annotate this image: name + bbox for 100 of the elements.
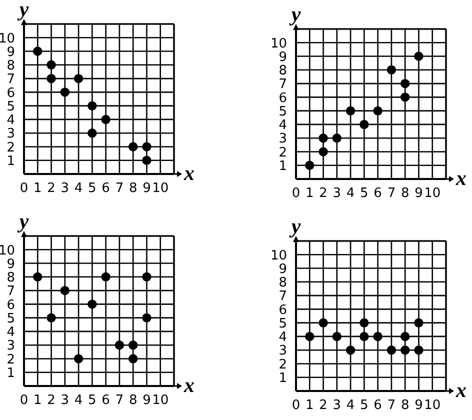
- point: [74, 74, 84, 84]
- y-tick-label: 7: [6, 72, 15, 88]
- x-tick-label: 10: [424, 186, 441, 202]
- y-tick-label: 2: [278, 145, 287, 160]
- y-tick-label: 2: [278, 357, 287, 372]
- y-tick-label: 1: [6, 366, 15, 381]
- x-tick-label: 10: [152, 393, 169, 408]
- y-axis-title: y: [288, 2, 302, 26]
- x-tick-label: 9: [414, 398, 423, 414]
- x-tick-label: 1: [33, 393, 42, 408]
- y-tick-label: 5: [278, 316, 287, 332]
- y-tick-label: 4: [278, 330, 287, 346]
- y-tick-label: 2: [6, 140, 15, 156]
- x-tick-label: 7: [387, 398, 396, 414]
- y-tick-label: 8: [6, 270, 15, 286]
- x-tick-label: 9: [414, 186, 423, 202]
- x-tick-label: 7: [387, 186, 396, 202]
- y-tick-label: 4: [6, 113, 15, 128]
- x-tick-label: 3: [332, 398, 342, 414]
- point: [88, 128, 97, 138]
- point: [400, 92, 410, 102]
- x-tick-label: 6: [374, 186, 382, 202]
- point: [46, 313, 56, 322]
- point: [305, 160, 314, 170]
- x-tick-label: 6: [102, 393, 110, 408]
- x-tick-label: 9: [142, 393, 151, 408]
- x-tick-label: 8: [400, 186, 410, 202]
- y-tick-label: 4: [6, 325, 15, 340]
- point: [60, 286, 70, 296]
- y-tick-label: 6: [278, 90, 287, 106]
- point: [128, 340, 138, 350]
- y-tick-label: 10: [0, 31, 15, 46]
- point: [360, 120, 369, 130]
- point: [128, 354, 138, 364]
- point: [101, 114, 110, 124]
- point: [142, 142, 152, 152]
- x-tick-label: 8: [128, 393, 138, 408]
- point: [414, 318, 424, 328]
- point: [318, 318, 328, 328]
- x-tick-label: 10: [152, 181, 169, 196]
- y-tick-label: 4: [278, 118, 287, 134]
- x-tick-label: 5: [360, 398, 368, 414]
- x-tick-label: 5: [88, 181, 96, 196]
- y-tick-label: 2: [6, 352, 15, 368]
- y-tick-label: 3: [278, 344, 287, 359]
- x-tick-label: 2: [319, 398, 328, 414]
- point: [332, 332, 342, 342]
- x-tick-label: 6: [374, 398, 382, 414]
- y-tick-label: 5: [278, 104, 287, 120]
- x-tick-label: 0: [292, 186, 300, 202]
- y-tick-label: 1: [6, 154, 15, 169]
- x-tick-label: 4: [346, 186, 355, 202]
- x-tick-label: 3: [332, 186, 342, 202]
- x-tick-label: 6: [102, 181, 110, 196]
- point: [360, 318, 369, 328]
- y-tick-label: 9: [278, 50, 287, 65]
- x-axis-title: x: [183, 373, 194, 397]
- y-tick-label: 7: [278, 77, 287, 92]
- x-tick-label: 0: [292, 398, 300, 414]
- point: [400, 345, 410, 355]
- x-tick-label: 0: [20, 181, 28, 196]
- point: [46, 60, 56, 70]
- point: [305, 332, 314, 342]
- y-tick-label: 3: [278, 132, 287, 147]
- x-axis-title: x: [455, 166, 466, 190]
- y-tick-label: 6: [6, 298, 15, 313]
- point: [414, 52, 424, 61]
- point: [60, 88, 70, 97]
- x-tick-label: 0: [20, 393, 28, 408]
- x-tick-label: 1: [305, 186, 314, 202]
- y-tick-label: 5: [6, 311, 15, 326]
- point: [46, 74, 56, 84]
- y-tick-label: 8: [6, 58, 15, 74]
- point: [332, 133, 342, 143]
- point: [373, 332, 382, 342]
- x-tick-label: 5: [360, 186, 368, 202]
- x-tick-label: 1: [33, 181, 42, 196]
- x-tick-label: 1: [305, 398, 314, 414]
- point: [88, 101, 97, 110]
- point: [346, 345, 356, 355]
- x-tick-label: 3: [60, 181, 70, 196]
- y-tick-label: 10: [270, 36, 287, 52]
- y-axis-title: y: [16, 209, 30, 233]
- point: [33, 46, 42, 56]
- y-tick-label: 10: [0, 243, 15, 258]
- point: [318, 147, 328, 156]
- x-tick-label: 8: [400, 398, 410, 414]
- point: [318, 133, 328, 143]
- point: [400, 78, 410, 88]
- y-tick-label: 5: [6, 99, 15, 114]
- y-tick-label: 9: [278, 262, 287, 277]
- x-tick-label: 7: [115, 181, 124, 196]
- y-tick-label: 7: [278, 289, 287, 304]
- point: [142, 156, 152, 165]
- y-tick-label: 3: [6, 126, 15, 142]
- y-tick-label: 9: [6, 44, 15, 60]
- point: [128, 142, 138, 152]
- y-tick-label: 7: [6, 284, 15, 300]
- point: [88, 300, 97, 309]
- x-tick-label: 7: [115, 393, 124, 408]
